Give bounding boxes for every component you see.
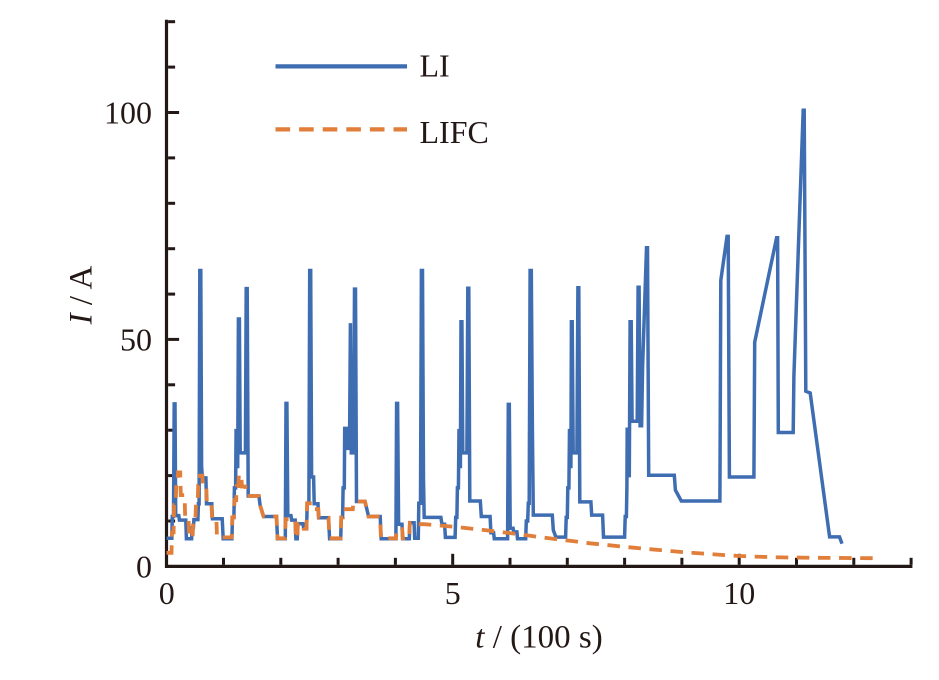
- svg-text:0: 0: [159, 575, 175, 611]
- svg-text:I / A: I / A: [64, 265, 100, 325]
- svg-text:50: 50: [120, 321, 152, 357]
- svg-text:LI: LI: [420, 47, 450, 83]
- svg-text:5: 5: [445, 575, 461, 611]
- svg-text:t / (100 s): t / (100 s): [475, 620, 602, 656]
- svg-text:100: 100: [104, 94, 152, 130]
- svg-text:0: 0: [136, 548, 152, 584]
- svg-text:LIFC: LIFC: [420, 114, 489, 150]
- svg-text:10: 10: [723, 575, 755, 611]
